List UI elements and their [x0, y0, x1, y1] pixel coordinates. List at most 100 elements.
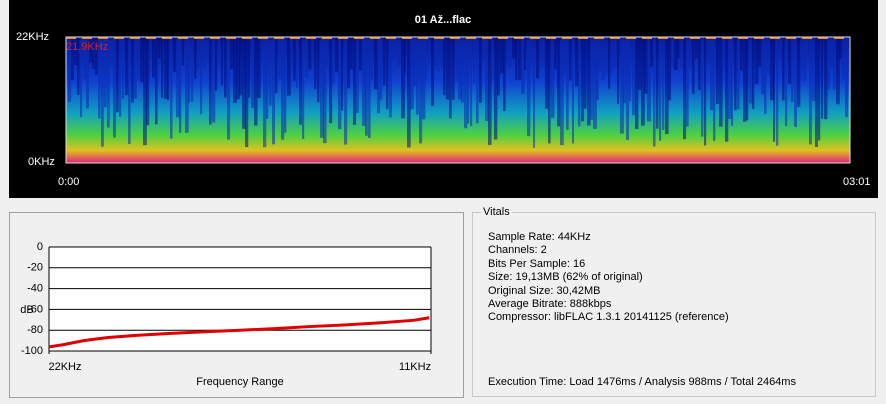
vitals-title: Vitals [481, 206, 512, 218]
streak [461, 38, 464, 103]
vitals-line: Channels: 2 [488, 244, 547, 257]
vitals-group: Vitals Sample Rate: 44KHz Channels: 2 Bits… [472, 206, 876, 397]
streak [671, 38, 675, 67]
streak [68, 38, 72, 103]
streak [494, 38, 498, 140]
streak [605, 38, 608, 74]
x-tick-label: 11KHz [399, 361, 431, 373]
streak [314, 38, 317, 90]
streak [434, 38, 437, 67]
streak [374, 38, 378, 90]
spectrogram-frame [65, 36, 851, 164]
streak [551, 38, 555, 118]
streak [815, 38, 818, 147]
streak [350, 38, 353, 70]
streak [557, 38, 561, 127]
streak [821, 38, 824, 119]
streak [83, 38, 87, 80]
streak [722, 38, 726, 67]
streak [638, 38, 642, 90]
streak [812, 38, 816, 101]
streak [617, 38, 620, 104]
streak [74, 38, 78, 66]
streak [509, 38, 513, 67]
streak [257, 38, 261, 98]
streak [668, 38, 672, 101]
streak [152, 38, 155, 78]
streak [626, 38, 630, 140]
streak [227, 38, 231, 140]
streak [215, 38, 218, 91]
streak [104, 38, 107, 108]
vitals-line: Bits Per Sample: 16 [488, 257, 586, 270]
streak [758, 38, 762, 67]
streak [146, 38, 150, 126]
streak [563, 38, 567, 74]
streak [251, 38, 255, 108]
streak [119, 38, 122, 117]
streak [311, 38, 315, 61]
streak [767, 38, 770, 74]
streak [842, 38, 845, 81]
streak [743, 38, 747, 122]
streak [302, 38, 305, 140]
streak [572, 38, 575, 144]
streak [656, 38, 659, 129]
streak [155, 38, 158, 125]
streak [581, 38, 585, 122]
streak [335, 38, 339, 73]
y-tick-label: 0 [37, 241, 43, 253]
streak [437, 38, 440, 71]
streak [836, 38, 840, 105]
vitals-line: Original Size: 30,42MB [488, 284, 601, 297]
streak [506, 38, 509, 67]
streak [521, 38, 525, 94]
streak [635, 38, 639, 129]
streak [524, 38, 527, 71]
streak [713, 38, 716, 141]
streak [491, 38, 494, 79]
streak [188, 38, 191, 103]
streak [293, 38, 296, 81]
vitals-line: Size: 19,13MB (62% of original) [488, 271, 643, 284]
streak [296, 38, 299, 88]
streak [560, 38, 564, 146]
vitals-line: Average Bitrate: 888kbps [488, 298, 612, 311]
streak [659, 38, 662, 141]
streak [698, 38, 701, 91]
streak [479, 38, 482, 103]
streak [371, 38, 374, 80]
streak [692, 38, 695, 94]
streak [401, 38, 405, 119]
streak [587, 38, 591, 126]
streak [647, 38, 651, 122]
streak [284, 38, 287, 133]
streak [239, 38, 242, 96]
streak [470, 38, 473, 127]
streak [221, 38, 224, 86]
streak [272, 38, 276, 145]
streak [305, 38, 308, 79]
streak [785, 38, 788, 127]
streak [530, 38, 533, 60]
streak [347, 38, 351, 89]
streak [134, 38, 137, 99]
streak [686, 38, 689, 127]
streak [641, 38, 645, 126]
spectrogram-streaks [68, 38, 849, 148]
streak [185, 38, 189, 133]
streak [224, 38, 227, 98]
db-chart: 0 -20 -40 -60 -80 -100 22KHz 11KHz Frequency Ran… [20, 241, 432, 388]
streak [677, 38, 680, 59]
streak [629, 38, 632, 102]
streak [578, 38, 581, 127]
streak [740, 38, 743, 71]
streak [794, 38, 797, 128]
streak [233, 38, 237, 103]
streak [194, 38, 197, 79]
streak [236, 38, 240, 100]
streak [632, 38, 636, 116]
streak [107, 38, 110, 128]
streak [755, 38, 759, 85]
